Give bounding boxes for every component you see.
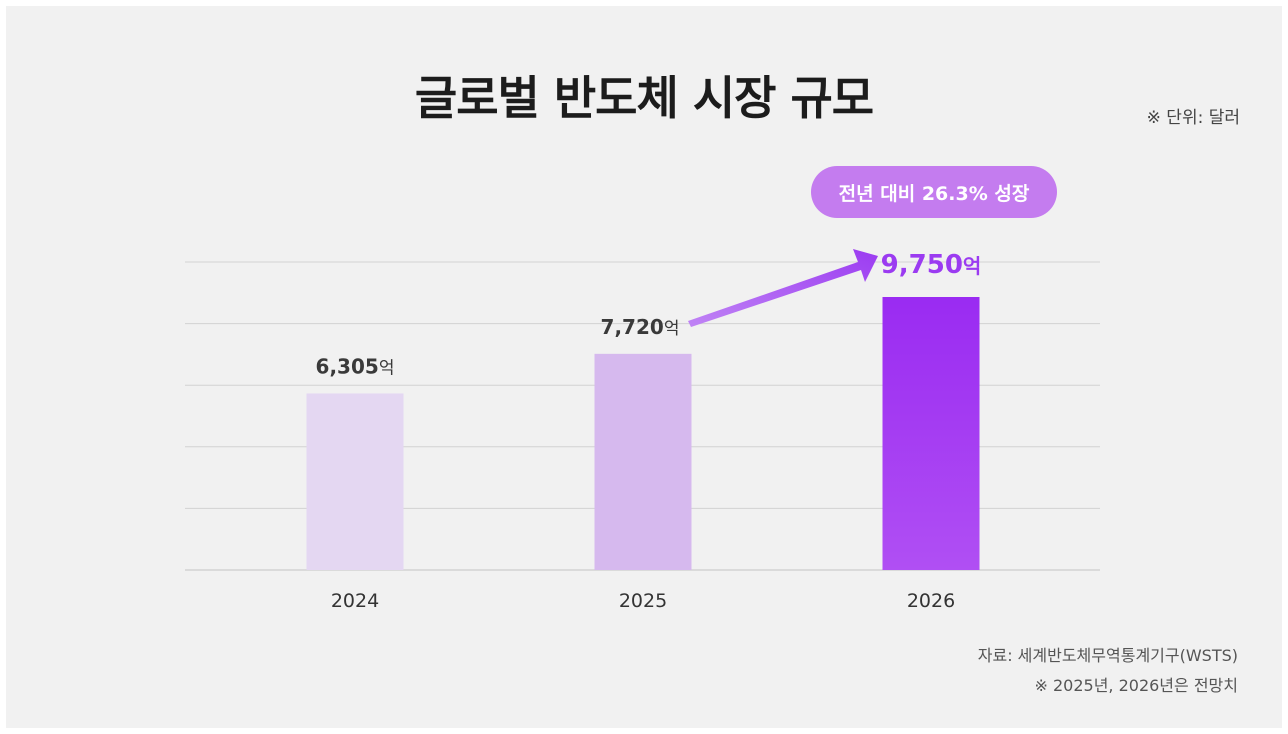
bar-2025: [594, 353, 692, 570]
unit-note: ※ 단위: 달러: [1146, 108, 1240, 128]
value-label-2025: 7,720억: [601, 315, 680, 339]
forecast-footnote: ※ 2025년, 2026년은 전망치: [1034, 676, 1238, 695]
value-labels: 6,305억 7,720억 9,750억: [316, 250, 982, 378]
growth-badge: 전년 대비 26.3% 성장: [811, 166, 1057, 218]
value-label-2026: 9,750억: [881, 250, 982, 280]
x-tick-2026: 2026: [907, 590, 955, 612]
x-tick-labels: 2024 2025 2026: [331, 590, 955, 612]
value-label-2024: 6,305억: [316, 354, 395, 378]
growth-arrow: [688, 249, 878, 327]
bar-2026: [882, 297, 980, 570]
source-note: 자료: 세계반도체무역통계기구(WSTS): [977, 646, 1238, 665]
chart-title: 글로벌 반도체 시장 규모: [414, 71, 874, 125]
bar-2024: [306, 393, 404, 570]
x-tick-2024: 2024: [331, 590, 379, 612]
bars: [306, 297, 980, 570]
x-tick-2025: 2025: [619, 590, 667, 612]
